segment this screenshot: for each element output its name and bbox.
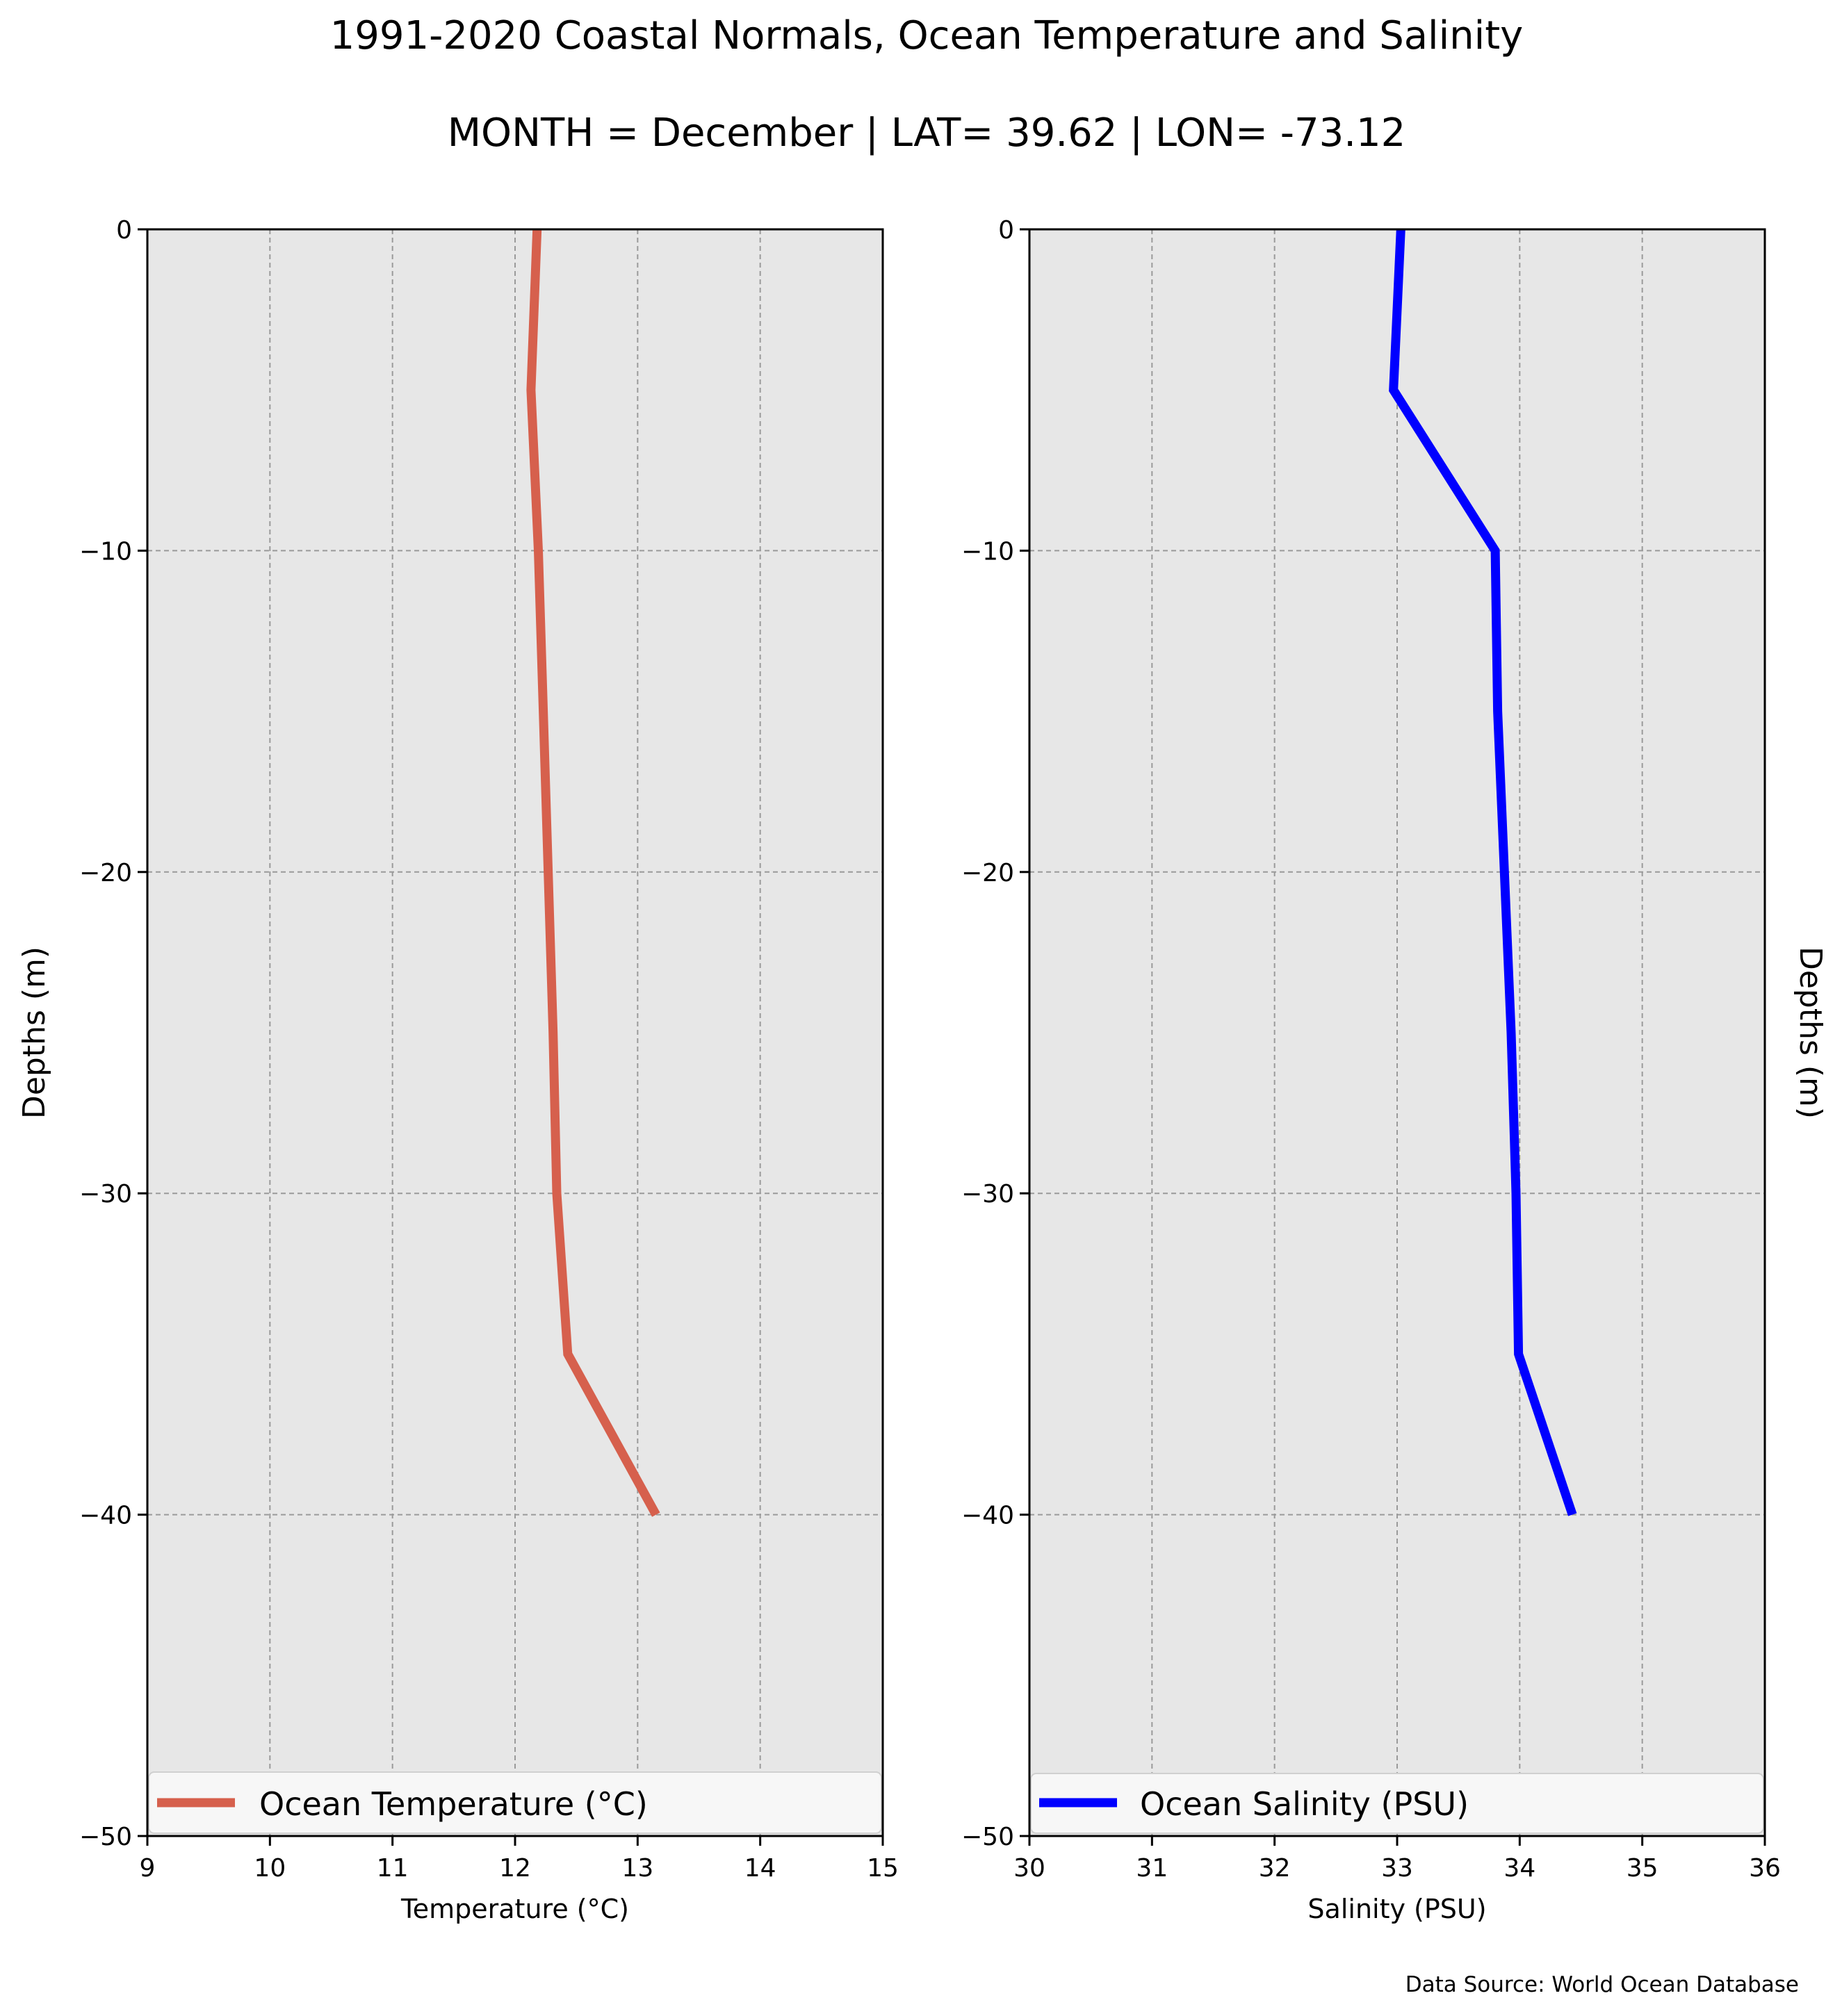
salinity-x-tick-label: 30 [1013, 1854, 1045, 1883]
figure-subtitle: MONTH = December | LAT= 39.62 | LON= -73… [448, 110, 1406, 156]
temperature-legend-label: Ocean Temperature (°C) [259, 1785, 648, 1823]
temperature-y-tick-label: −50 [79, 1823, 132, 1851]
salinity-gridlines [1029, 229, 1765, 1836]
data-source-note: Data Source: World Ocean Database [1405, 1972, 1799, 1997]
salinity-x-tick-label: 36 [1749, 1854, 1781, 1883]
salinity-x-tick-label: 31 [1136, 1854, 1168, 1883]
temperature-x-axis-label: Temperature (°C) [400, 1894, 629, 1924]
temperature-axes-frame [146, 228, 884, 1837]
salinity-x-ticks: 30 31 32 33 34 35 36 [1013, 1836, 1781, 1883]
temperature-y-tick-label: −40 [79, 1502, 132, 1530]
figure-title: 1991-2020 Coastal Normals, Ocean Tempera… [330, 13, 1524, 58]
temperature-gridlines [147, 229, 883, 1836]
temperature-x-tick-label: 15 [867, 1854, 899, 1883]
temperature-y-ticks: 0 −10 −20 −30 −40 −50 [79, 216, 147, 1851]
salinity-y-tick-label: −30 [961, 1180, 1014, 1208]
temperature-series-line [526, 229, 660, 1517]
salinity-x-tick-label: 32 [1259, 1854, 1291, 1883]
salinity-legend-box [1030, 1773, 1764, 1834]
salinity-y-tick-label: −50 [961, 1823, 1014, 1851]
salinity-y-tick-label: 0 [998, 216, 1014, 245]
temperature-profile-chart: 9 10 11 12 13 14 15 0 −10 −20 −30 −40 −50 Ocean Tem… [17, 216, 899, 1924]
temperature-legend: Ocean Temperature (°C) [148, 1771, 882, 1834]
salinity-y-axis-label: Depths (m) [1793, 946, 1828, 1119]
temperature-x-tick-label: 12 [499, 1854, 531, 1883]
salinity-x-axis-label: Salinity (PSU) [1307, 1894, 1486, 1924]
temperature-y-axis-label: Depths (m) [17, 946, 52, 1119]
salinity-axes-frame [1028, 228, 1766, 1837]
salinity-y-tick-label: −10 [961, 537, 1014, 566]
temperature-x-tick-label: 14 [744, 1854, 776, 1883]
temperature-y-tick-label: −30 [79, 1180, 132, 1208]
salinity-x-tick-label: 33 [1381, 1854, 1413, 1883]
salinity-x-tick-label: 34 [1503, 1854, 1535, 1883]
salinity-legend-label: Ocean Salinity (PSU) [1140, 1785, 1469, 1823]
temperature-x-tick-label: 11 [377, 1854, 409, 1883]
temperature-x-tick-label: 13 [621, 1854, 653, 1883]
salinity-y-tick-label: −20 [961, 859, 1014, 887]
salinity-profile-chart: 30 31 32 33 34 35 36 0 −10 −20 −30 −40 −50 Ocean Sa… [961, 216, 1828, 1924]
temperature-y-tick-label: 0 [116, 216, 132, 245]
temperature-x-ticks: 9 10 11 12 13 14 15 [140, 1836, 899, 1883]
salinity-y-tick-label: −40 [961, 1502, 1014, 1530]
salinity-legend: Ocean Salinity (PSU) [1030, 1773, 1764, 1834]
temperature-x-tick-label: 9 [140, 1854, 156, 1883]
temperature-y-tick-label: −10 [79, 537, 132, 566]
temperature-legend-box [148, 1771, 882, 1834]
salinity-y-ticks: 0 −10 −20 −30 −40 −50 [961, 216, 1029, 1851]
temperature-x-tick-label: 10 [254, 1854, 286, 1883]
salinity-series-line [1389, 229, 1577, 1516]
salinity-x-tick-label: 35 [1627, 1854, 1658, 1883]
temperature-y-tick-label: −20 [79, 859, 132, 887]
